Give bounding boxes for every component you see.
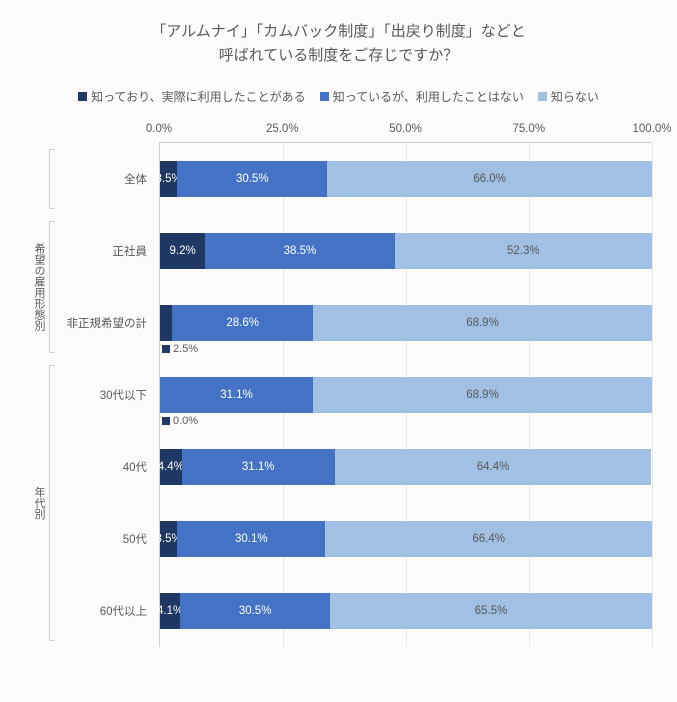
bar-row: 9.2%38.5%52.3% <box>160 215 652 287</box>
bar-segment: 28.6% <box>172 305 313 341</box>
bar-segment: 3.5% <box>160 521 177 557</box>
legend-swatch <box>320 92 329 101</box>
category-label: 全体 <box>124 171 147 187</box>
axis-tick: 75.0% <box>512 123 545 135</box>
axis-tick: 100.0% <box>632 123 671 135</box>
bar-row: 28.6%68.9% 2.5% <box>160 287 652 359</box>
bar-segment: 30.1% <box>177 521 325 557</box>
bar-segment: 66.0% <box>327 161 652 197</box>
category-label: 正社員 <box>113 243 148 259</box>
axis-tick: 0.0% <box>146 123 172 135</box>
bar-row: 31.1%68.9% 0.0% <box>160 359 652 431</box>
bar-row: 3.5%30.1%66.4% <box>160 503 652 575</box>
bar-segment: 31.1% <box>182 449 335 485</box>
bar-segment: 30.5% <box>177 161 327 197</box>
x-axis: 0.0%25.0%50.0%75.0%100.0% <box>159 123 652 143</box>
group-label: 希望の雇用形態別 <box>31 243 47 331</box>
stacked-bar: 4.1%30.5%65.5% <box>160 593 652 629</box>
group-label: 年代別 <box>31 487 47 520</box>
group-column: 希望の雇用形態別年代別 <box>25 123 55 647</box>
legend-item: 知っており、実際に利用したことがある <box>78 88 306 105</box>
bar-segment: 65.5% <box>330 593 652 629</box>
below-swatch <box>162 345 170 353</box>
stacked-bar: 31.1%68.9% <box>160 377 652 413</box>
bars-area: 3.5%30.5%66.0%9.2%38.5%52.3%28.6%68.9%2.… <box>159 143 652 647</box>
bar-segment <box>160 305 172 341</box>
below-value: 2.5% <box>173 343 198 355</box>
stacked-bar: 9.2%38.5%52.3% <box>160 233 652 269</box>
bar-row: 3.5%30.5%66.0% <box>160 143 652 215</box>
bar-row: 4.1%30.5%65.5% <box>160 575 652 647</box>
bar-segment: 4.1% <box>160 593 180 629</box>
below-bar-label: 2.5% <box>162 343 198 355</box>
stacked-bar: 3.5%30.5%66.0% <box>160 161 652 197</box>
legend-item: 知らない <box>538 88 599 105</box>
bar-segment: 30.5% <box>180 593 330 629</box>
bar-segment: 9.2% <box>160 233 205 269</box>
axis-tick: 25.0% <box>266 123 299 135</box>
bar-segment: 31.1% <box>160 377 313 413</box>
legend-swatch <box>538 92 547 101</box>
legend-swatch <box>78 92 87 101</box>
category-label: 40代 <box>123 459 147 475</box>
bar-segment: 64.4% <box>335 449 652 485</box>
stacked-bar: 3.5%30.1%66.4% <box>160 521 652 557</box>
below-value: 0.0% <box>173 415 198 427</box>
stacked-bar: 28.6%68.9% <box>160 305 652 341</box>
category-label: 30代以下 <box>100 387 147 403</box>
bar-segment: 4.4% <box>160 449 182 485</box>
chart-area: 希望の雇用形態別年代別 全体正社員非正規希望の計 30代以下 40代 50代 60代以上… <box>25 123 652 647</box>
gridline <box>652 143 653 647</box>
below-swatch <box>162 417 170 425</box>
bar-segment: 3.5% <box>160 161 177 197</box>
category-label: 非正規希望の計 <box>67 315 148 331</box>
category-label: 60代以上 <box>100 603 147 619</box>
legend-label: 知っており、実際に利用したことがある <box>91 88 306 105</box>
category-column: 全体正社員非正規希望の計 30代以下 40代 50代 60代以上 <box>55 123 155 647</box>
bar-segment: 52.3% <box>395 233 652 269</box>
bar-segment: 68.9% <box>313 377 652 413</box>
bar-segment: 68.9% <box>313 305 652 341</box>
stacked-bar: 4.4%31.1%64.4% <box>160 449 652 485</box>
legend-label: 知っているが、利用したことはない <box>333 88 524 105</box>
bar-segment: 38.5% <box>205 233 394 269</box>
bar-row: 4.4%31.1%64.4% <box>160 431 652 503</box>
legend: 知っており、実際に利用したことがある 知っているが、利用したことはない 知らない <box>25 88 652 105</box>
below-bar-label: 0.0% <box>162 415 198 427</box>
chart-title: 「アルムナイ」「カムバック制度」「出戻り制度」などと 呼ばれている制度をご存じで… <box>25 20 652 68</box>
legend-label: 知らない <box>551 88 599 105</box>
category-label: 50代 <box>123 531 147 547</box>
axis-tick: 50.0% <box>389 123 422 135</box>
legend-item: 知っているが、利用したことはない <box>320 88 524 105</box>
bar-segment: 66.4% <box>325 521 652 557</box>
plot-column: 0.0%25.0%50.0%75.0%100.0% 3.5%30.5%66.0%… <box>159 123 652 647</box>
